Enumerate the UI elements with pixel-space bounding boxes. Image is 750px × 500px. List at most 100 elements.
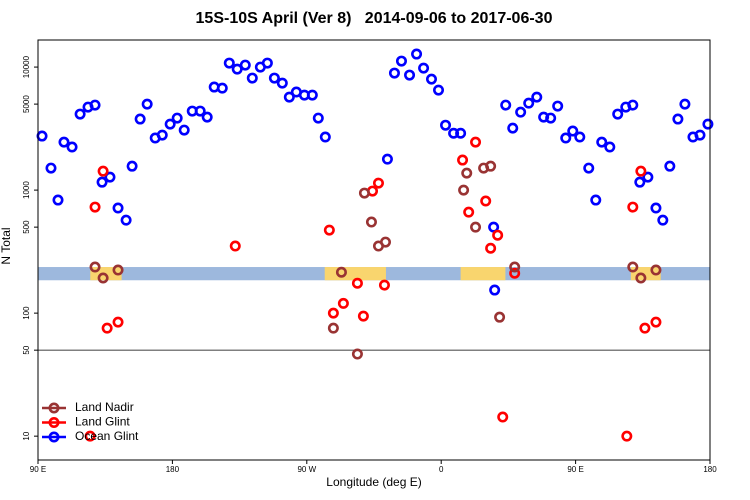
data-point <box>583 162 595 174</box>
data-point <box>458 184 470 196</box>
data-point <box>679 98 691 110</box>
data-point <box>97 165 109 177</box>
data-point <box>395 55 407 67</box>
data-point <box>112 202 124 214</box>
data-point <box>351 277 363 289</box>
data-point <box>492 229 504 241</box>
data-point <box>96 176 108 188</box>
data-point <box>657 214 669 226</box>
legend-label: Land Nadir <box>75 400 134 414</box>
y-tick-label: 100 <box>22 306 31 320</box>
band-highlight <box>630 267 661 281</box>
data-point <box>372 177 384 189</box>
data-point <box>485 160 497 172</box>
data-point <box>470 221 482 233</box>
data-point <box>112 316 124 328</box>
data-point <box>627 99 639 111</box>
data-point <box>507 122 519 134</box>
data-point <box>515 106 527 118</box>
data-point <box>164 118 176 130</box>
data-point <box>664 160 676 172</box>
legend-label: Ocean Glint <box>75 429 139 443</box>
data-point <box>229 240 241 252</box>
legend-marker <box>48 431 60 443</box>
y-tick-label: 5000 <box>22 95 31 113</box>
data-point <box>440 119 452 131</box>
data-point <box>365 216 377 228</box>
data-point <box>319 131 331 143</box>
data-point <box>411 48 423 60</box>
data-point <box>650 316 662 328</box>
data-point <box>327 322 339 334</box>
data-point <box>560 132 572 144</box>
y-tick-label: 10000 <box>22 55 31 78</box>
data-point <box>523 97 535 109</box>
data-point <box>283 91 295 103</box>
data-point <box>268 72 280 84</box>
data-point <box>52 194 64 206</box>
data-point <box>388 67 400 79</box>
data-point <box>621 430 633 442</box>
data-point <box>461 167 473 179</box>
x-tick-label: 0 <box>439 465 444 474</box>
data-point <box>418 62 430 74</box>
data-point <box>635 165 647 177</box>
data-point <box>66 141 78 153</box>
data-point <box>89 99 101 111</box>
data-point <box>639 322 651 334</box>
data-point <box>694 129 706 141</box>
x-axis-label: Longitude (deg E) <box>326 475 421 489</box>
data-point <box>509 261 521 273</box>
x-tick-label: 90 W <box>297 465 316 474</box>
data-point <box>604 141 616 153</box>
data-point <box>457 154 469 166</box>
data-point <box>404 69 416 81</box>
data-point <box>378 279 390 291</box>
data-point <box>357 310 369 322</box>
data-point <box>178 124 190 136</box>
data-point <box>545 112 557 124</box>
data-point <box>97 272 109 284</box>
data-point <box>58 136 70 148</box>
data-point <box>101 322 113 334</box>
data-point <box>463 206 475 218</box>
data-point <box>171 112 183 124</box>
data-point <box>327 307 339 319</box>
data-point <box>312 112 324 124</box>
band-highlight <box>460 267 506 281</box>
data-point <box>201 111 213 123</box>
x-tick-label: 180 <box>166 465 180 474</box>
data-point <box>590 194 602 206</box>
y-tick-label: 10 <box>22 431 31 440</box>
data-point <box>574 131 586 143</box>
data-point <box>216 82 228 94</box>
data-point <box>485 242 497 254</box>
data-point <box>497 411 509 423</box>
data-point <box>36 130 48 142</box>
data-point <box>156 129 168 141</box>
data-point <box>642 171 654 183</box>
data-point <box>351 348 363 360</box>
data-point <box>672 113 684 125</box>
data-point <box>552 100 564 112</box>
data-point <box>45 162 57 174</box>
data-point <box>650 264 662 276</box>
data-point <box>531 91 543 103</box>
data-point <box>358 187 370 199</box>
data-point <box>494 311 506 323</box>
data-point <box>239 59 251 71</box>
plot-frame <box>37 39 711 461</box>
data-point <box>74 108 86 120</box>
data-point <box>141 98 153 110</box>
data-point <box>223 57 235 69</box>
data-point <box>489 284 501 296</box>
data-point <box>627 201 639 213</box>
data-point <box>425 73 437 85</box>
data-point <box>379 236 391 248</box>
y-tick-label: 50 <box>22 345 31 354</box>
data-point <box>89 201 101 213</box>
y-tick-label: 500 <box>22 220 31 234</box>
data-point <box>104 171 116 183</box>
x-tick-label: 90 E <box>30 465 46 474</box>
data-point <box>231 63 243 75</box>
